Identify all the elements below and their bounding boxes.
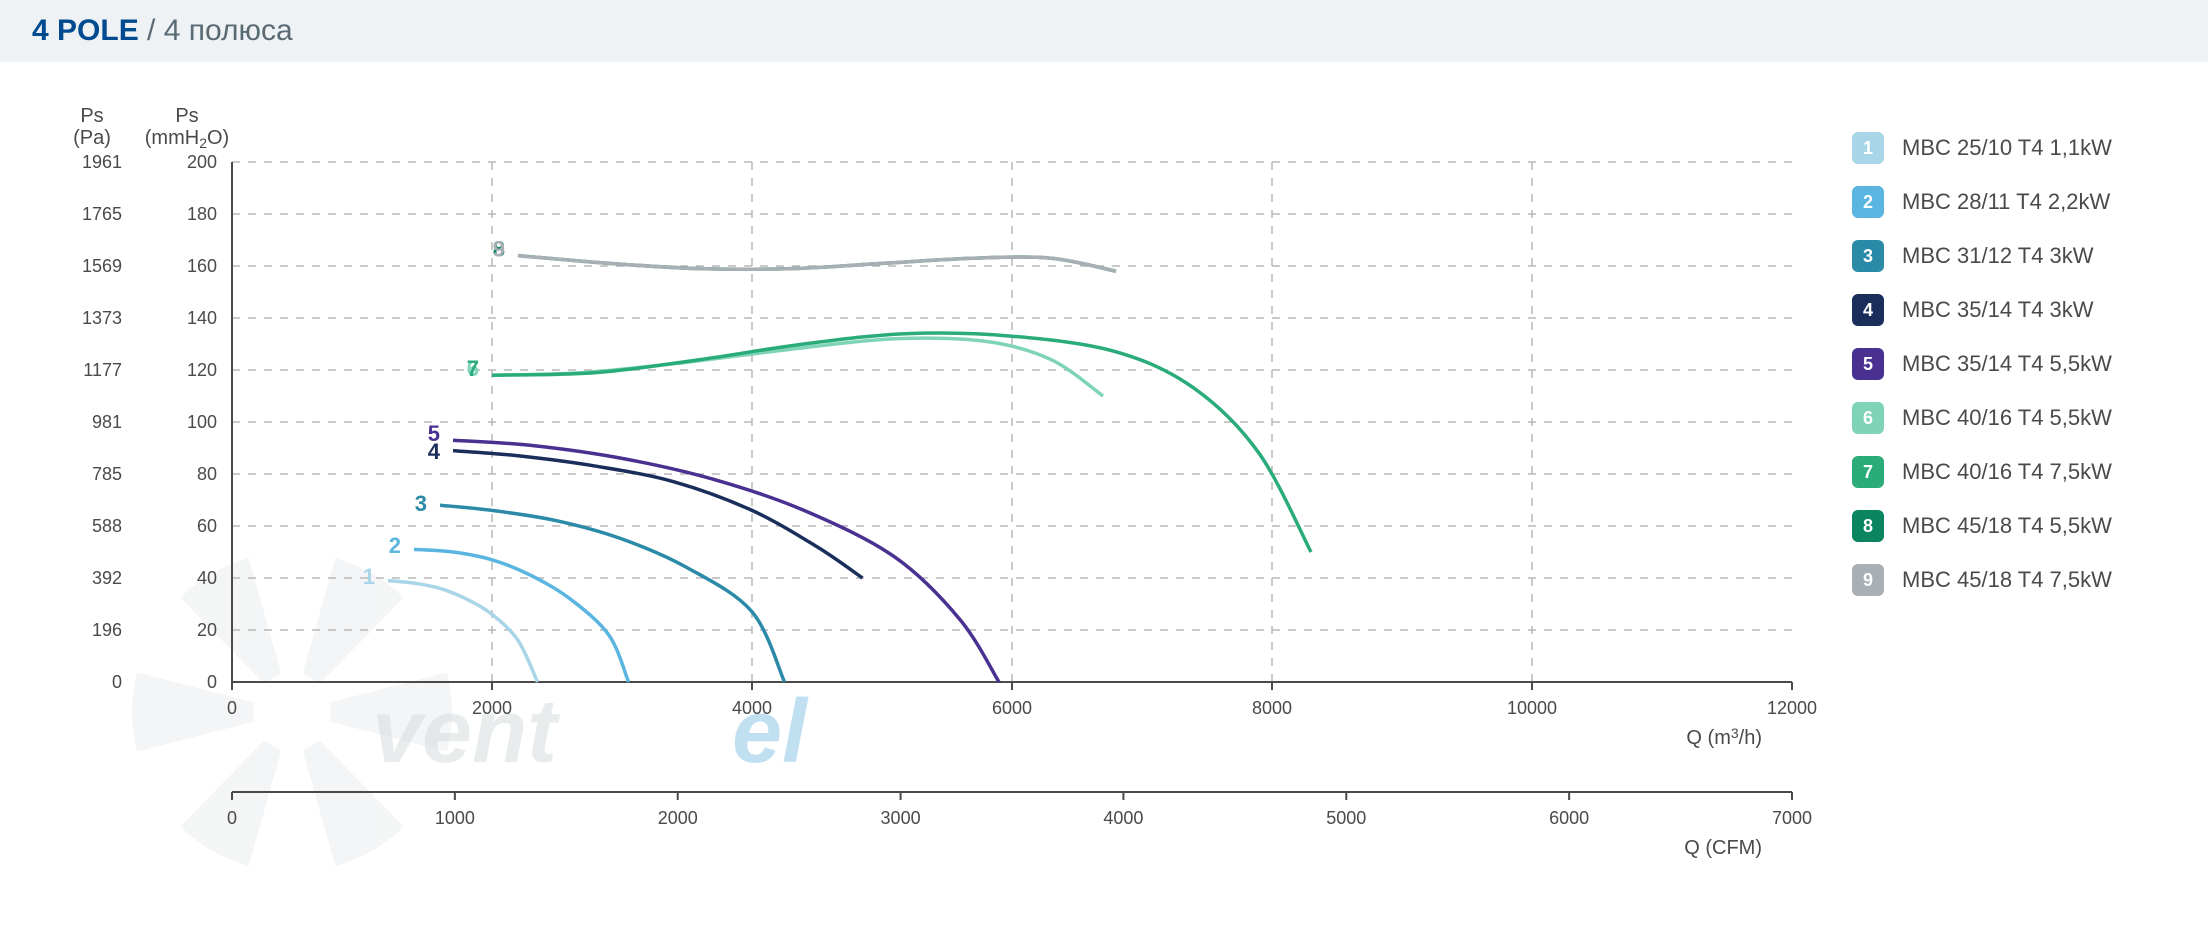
chart-header: 4 POLE / 4 полюса	[0, 0, 2208, 62]
svg-text:1765: 1765	[82, 204, 122, 224]
svg-text:0: 0	[112, 672, 122, 692]
svg-text:5: 5	[428, 421, 440, 446]
legend-label: MBC 45/18 T4 5,5kW	[1902, 513, 2112, 539]
svg-text:1000: 1000	[435, 808, 475, 828]
legend-label: MBC 28/11 T4 2,2kW	[1902, 189, 2110, 215]
svg-text:1177: 1177	[83, 360, 122, 380]
svg-text:(mmH2O): (mmH2O)	[145, 127, 229, 151]
legend-swatch: 2	[1852, 186, 1884, 218]
svg-text:Ps: Ps	[80, 105, 103, 127]
svg-text:0: 0	[227, 808, 237, 828]
legend-item: 2 MBC 28/11 T4 2,2kW	[1852, 186, 2176, 218]
svg-text:Ps: Ps	[175, 105, 198, 127]
svg-text:0: 0	[207, 672, 217, 692]
svg-text:(Pa): (Pa)	[73, 127, 111, 149]
legend-swatch: 8	[1852, 510, 1884, 542]
svg-text:7: 7	[467, 356, 479, 381]
legend-label: MBC 25/10 T4 1,1kW	[1902, 135, 2112, 161]
svg-text:0: 0	[227, 698, 237, 718]
legend-swatch: 7	[1852, 456, 1884, 488]
svg-text:8000: 8000	[1252, 698, 1292, 718]
legend-item: 9 MBC 45/18 T4 7,5kW	[1852, 564, 2176, 596]
legend-label: MBC 35/14 T4 5,5kW	[1902, 351, 2112, 377]
svg-text:180: 180	[187, 204, 217, 224]
legend: 1MBC 25/10 T4 1,1kW2MBC 28/11 T4 2,2kW3M…	[1852, 82, 2176, 907]
svg-text:2000: 2000	[658, 808, 698, 828]
svg-text:Q (m3/h): Q (m3/h)	[1686, 725, 1762, 749]
svg-text:1961: 1961	[82, 152, 122, 172]
svg-text:6000: 6000	[1549, 808, 1589, 828]
svg-text:1569: 1569	[82, 256, 122, 276]
legend-label: MBC 45/18 T4 7,5kW	[1902, 567, 2112, 593]
legend-item: 8 MBC 45/18 T4 5,5kW	[1852, 510, 2176, 542]
svg-text:6000: 6000	[992, 698, 1032, 718]
legend-swatch: 5	[1852, 348, 1884, 380]
svg-text:588: 588	[92, 516, 122, 536]
legend-item: 7 MBC 40/16 T4 7,5kW	[1852, 456, 2176, 488]
svg-text:12000: 12000	[1767, 698, 1817, 718]
content-row: ventelPs(Pa)Ps(mmH2O)0020196403926058880…	[0, 62, 2208, 947]
svg-text:5000: 5000	[1326, 808, 1366, 828]
svg-text:2000: 2000	[472, 698, 512, 718]
legend-swatch: 4	[1852, 294, 1884, 326]
svg-text:392: 392	[92, 568, 122, 588]
legend-label: MBC 35/14 T4 3kW	[1902, 297, 2094, 323]
svg-text:160: 160	[187, 256, 217, 276]
legend-swatch: 9	[1852, 564, 1884, 596]
svg-text:981: 981	[92, 412, 122, 432]
svg-text:7000: 7000	[1772, 808, 1812, 828]
svg-text:100: 100	[187, 412, 217, 432]
svg-text:10000: 10000	[1507, 698, 1557, 718]
svg-text:196: 196	[92, 620, 122, 640]
svg-text:60: 60	[197, 516, 217, 536]
legend-swatch: 6	[1852, 402, 1884, 434]
legend-swatch: 3	[1852, 240, 1884, 272]
svg-text:1: 1	[363, 564, 375, 589]
legend-item: 3 MBC 31/12 T4 3kW	[1852, 240, 2176, 272]
legend-item: 6 MBC 40/16 T4 5,5kW	[1852, 402, 2176, 434]
legend-label: MBC 40/16 T4 7,5kW	[1902, 459, 2112, 485]
svg-text:3000: 3000	[881, 808, 921, 828]
svg-text:4000: 4000	[1103, 808, 1143, 828]
svg-text:2: 2	[389, 533, 401, 558]
chart-svg: ventelPs(Pa)Ps(mmH2O)0020196403926058880…	[32, 82, 1852, 902]
title-sub: / 4 полюса	[139, 14, 293, 47]
legend-label: MBC 40/16 T4 5,5kW	[1902, 405, 2112, 431]
legend-label: MBC 31/12 T4 3kW	[1902, 243, 2094, 269]
svg-text:20: 20	[197, 620, 217, 640]
svg-text:3: 3	[415, 491, 427, 516]
svg-text:vent: vent	[372, 682, 561, 782]
svg-text:1373: 1373	[82, 308, 122, 328]
legend-swatch: 1	[1852, 132, 1884, 164]
svg-text:120: 120	[187, 360, 217, 380]
svg-text:Q (CFM): Q (CFM)	[1684, 837, 1762, 859]
svg-text:200: 200	[187, 152, 217, 172]
svg-text:80: 80	[197, 464, 217, 484]
chart-area: ventelPs(Pa)Ps(mmH2O)0020196403926058880…	[32, 82, 1852, 907]
svg-text:el: el	[732, 682, 809, 782]
legend-item: 4 MBC 35/14 T4 3kW	[1852, 294, 2176, 326]
legend-item: 5 MBC 35/14 T4 5,5kW	[1852, 348, 2176, 380]
svg-text:40: 40	[197, 568, 217, 588]
svg-text:140: 140	[187, 308, 217, 328]
title-main: 4 POLE	[32, 14, 139, 47]
legend-item: 1 MBC 25/10 T4 1,1kW	[1852, 132, 2176, 164]
svg-text:9: 9	[493, 236, 505, 261]
svg-text:785: 785	[92, 464, 122, 484]
svg-text:4000: 4000	[732, 698, 772, 718]
